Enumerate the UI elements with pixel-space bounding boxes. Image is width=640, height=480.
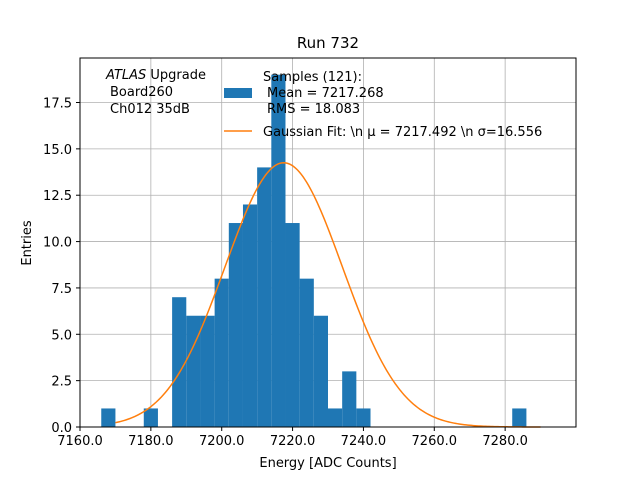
histogram-bar: [186, 315, 201, 427]
histogram-bar: [242, 204, 258, 427]
x-tick-label: 7200.0: [199, 434, 245, 449]
y-tick-label: 12.5: [43, 189, 72, 204]
y-tick-label: 0.0: [51, 421, 72, 436]
y-tick-label: 10.0: [43, 236, 72, 251]
histogram-bar: [512, 408, 527, 427]
legend-samples-mean: Mean = 7217.268: [267, 86, 384, 101]
y-tick-label: 15.0: [43, 143, 72, 158]
legend-samples-swatch: [224, 88, 252, 98]
x-tick-label: 7220.0: [270, 434, 316, 449]
histogram-bar: [257, 167, 272, 427]
y-tick-label: 17.5: [43, 97, 72, 112]
chart-title: Run 732: [297, 34, 359, 52]
legend-samples-title: Samples (121):: [263, 70, 362, 85]
x-axis-label: Energy [ADC Counts]: [259, 456, 396, 471]
y-tick-label: 5.0: [51, 328, 72, 343]
x-tick-label: 7160.0: [57, 434, 103, 449]
gaussian-fit-line: [115, 162, 541, 428]
channel-label: Ch012 35dB: [110, 102, 190, 117]
histogram-bar: [101, 408, 116, 427]
board-label: Board260: [110, 85, 173, 100]
histogram-bar: [356, 408, 371, 427]
plot-frame: [79, 57, 577, 428]
histogram-bar: [285, 223, 300, 427]
histogram-bar: [313, 315, 328, 427]
histogram-bar: [172, 297, 187, 427]
histogram-bars: [101, 74, 527, 427]
x-tick-label: 7280.0: [482, 434, 528, 449]
histogram-bar: [342, 371, 357, 427]
atlas-word: ATLAS: [105, 68, 146, 83]
x-tick-label: 7260.0: [412, 434, 458, 449]
legend: Samples (121): Mean = 7217.268 RMS = 18.…: [224, 70, 542, 140]
x-axis-ticks: 7160.0 7180.0 7200.0 7220.0 7240.0 7260.0 7280…: [57, 427, 528, 449]
atlas-label: ATLAS Upgrade: [105, 68, 206, 83]
x-tick-label: 7240.0: [341, 434, 387, 449]
atlas-annotation: ATLAS Upgrade Board260 Ch012 35dB: [105, 68, 206, 117]
histogram-bar: [214, 278, 229, 427]
histogram-bar: [328, 408, 343, 427]
atlas-upgrade: Upgrade: [146, 68, 206, 83]
grid-lines: [79, 58, 576, 428]
y-tick-label: 2.5: [51, 375, 72, 390]
y-axis-label: Entries: [20, 220, 35, 266]
histogram-bar: [299, 278, 314, 427]
y-axis-ticks: 0.0 2.5 5.0 7.5 10.0 12.5 15.0 17.5: [43, 97, 80, 436]
y-tick-label: 7.5: [51, 282, 72, 297]
legend-samples-rms: RMS = 18.083: [267, 102, 360, 117]
histogram-bar: [143, 408, 158, 427]
histogram-bar: [200, 315, 215, 427]
histogram-bar: [228, 223, 243, 427]
x-tick-label: 7180.0: [128, 434, 174, 449]
legend-fit-label: Gaussian Fit: \n μ = 7217.492 \n σ=16.55…: [263, 125, 542, 140]
